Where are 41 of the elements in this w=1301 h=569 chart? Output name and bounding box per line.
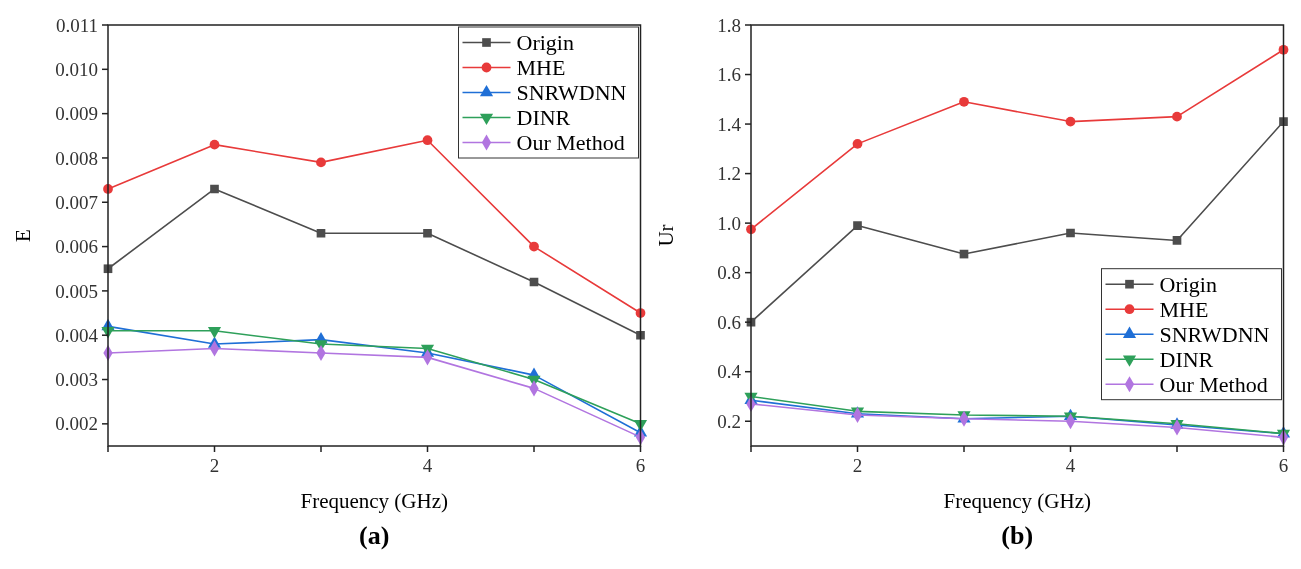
y-axis-title: E <box>11 229 35 242</box>
y-tick-label: 0.005 <box>55 280 98 302</box>
y-tick-label: 1.4 <box>716 113 741 135</box>
x-tick-label: 4 <box>422 455 433 476</box>
legend-label: SNRWDNN <box>1159 321 1270 347</box>
text: (a) <box>359 521 390 550</box>
y-tick-label: 0.006 <box>55 236 98 258</box>
y-tick-label: 0.007 <box>55 191 98 213</box>
y-tick-label: 0.8 <box>716 262 741 284</box>
x-tick-label: 6 <box>1278 455 1288 476</box>
y-tick-label: 0.6 <box>716 311 741 333</box>
y-tick-label: 0.2 <box>716 410 741 432</box>
y-tick-label: 1.2 <box>716 163 741 185</box>
y-tick-label: 0.004 <box>55 324 99 346</box>
x-tick-label: 2 <box>852 455 862 476</box>
y-tick-label: 1.0 <box>716 212 741 234</box>
y-tick-label: 0.011 <box>55 14 98 36</box>
y-tick-label: 0.003 <box>55 369 98 391</box>
legend-label: SNRWDNN <box>516 80 627 106</box>
legend-label: Our Method <box>1159 371 1268 397</box>
y-axis-title: Ur <box>653 224 678 247</box>
y-tick-label: 0.010 <box>55 58 98 80</box>
legend-label: MHE <box>1159 296 1208 322</box>
x-tick-label: 6 <box>635 455 646 476</box>
y-tick-label: 1.6 <box>716 64 741 86</box>
y-tick-label: 0.4 <box>716 361 741 383</box>
x-tick-label: 4 <box>1065 455 1076 476</box>
legend-label: Origin <box>516 30 574 56</box>
x-tick-label: 2 <box>209 455 220 476</box>
x-axis-title: Frequency (GHz) <box>942 489 1091 513</box>
y-tick-label: 0.002 <box>55 413 98 435</box>
text: (b) <box>1000 521 1033 550</box>
y-tick-label: 1.8 <box>716 14 741 36</box>
legend-label: Origin <box>1159 271 1217 297</box>
y-tick-label: 0.009 <box>55 103 98 125</box>
legend-label: Our Method <box>516 130 625 156</box>
x-axis-title: Frequency (GHz) <box>300 489 449 513</box>
legend-label: DINR <box>516 105 571 131</box>
legend-label: MHE <box>516 55 566 81</box>
legend-label: DINR <box>1159 346 1214 372</box>
y-tick-label: 0.008 <box>55 147 98 169</box>
